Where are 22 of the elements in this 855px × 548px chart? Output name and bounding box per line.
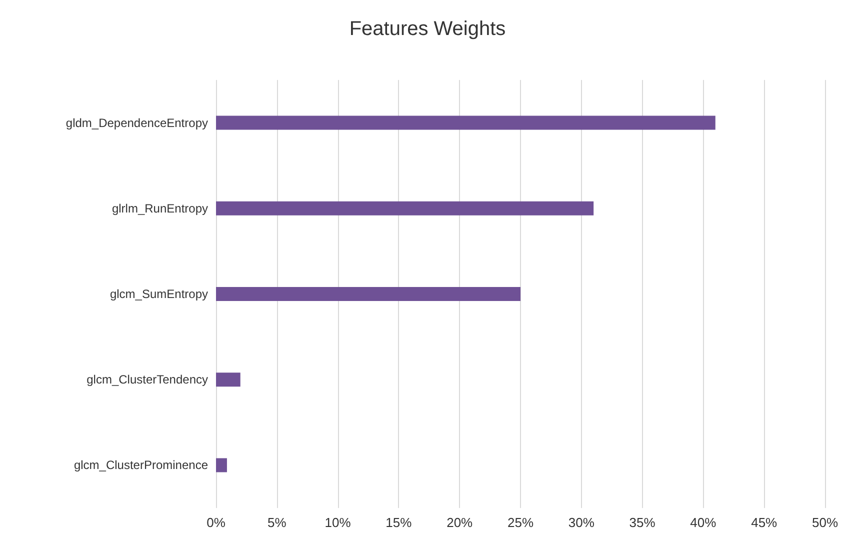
x-tick-label: 50%: [812, 515, 838, 530]
chart-title: Features Weights: [349, 18, 506, 40]
x-tick-label: 35%: [629, 515, 656, 530]
x-tick-label: 30%: [568, 515, 595, 530]
bar: [216, 287, 520, 301]
x-tick-label: 45%: [751, 515, 778, 530]
x-tick-label: 10%: [324, 515, 352, 530]
x-tick-label: 5%: [268, 515, 287, 530]
bar: [216, 116, 716, 130]
x-tick-label: 0%: [206, 515, 226, 530]
x-tick-label: 15%: [386, 515, 412, 530]
y-tick-label: glcm_ClusterProminence: [74, 458, 208, 472]
y-tick-label: gldm_DependenceEntropy: [66, 116, 208, 130]
y-tick-label: glcm_SumEntropy: [110, 287, 208, 301]
x-tick-label: 40%: [690, 515, 717, 530]
x-tick-label: 25%: [507, 515, 534, 530]
bar: [216, 372, 240, 387]
bar: [216, 201, 594, 216]
y-tick-label: glcm_ClusterTendency: [86, 372, 208, 387]
bar: [216, 458, 227, 472]
y-tick-label: glrlm_RunEntropy: [112, 201, 208, 216]
x-tick-label: 20%: [446, 515, 474, 530]
